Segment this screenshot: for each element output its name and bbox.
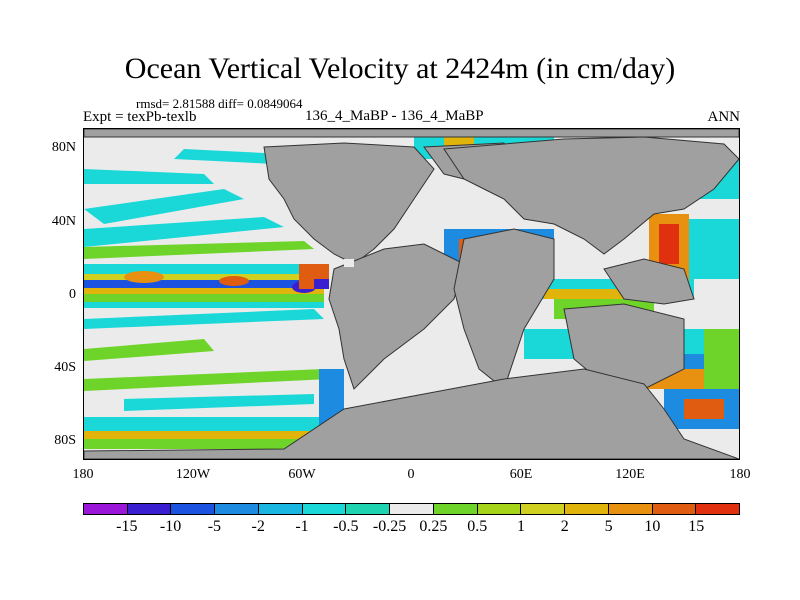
colorbar-tick-label: 2	[560, 518, 569, 535]
colorbar	[83, 503, 740, 515]
season-label: ANN	[707, 109, 741, 125]
lat-label-80s: 80S	[54, 433, 76, 448]
sea-ice-patch	[94, 141, 154, 145]
colorbar-swatch	[565, 504, 609, 514]
lake-patch	[344, 259, 354, 267]
colorbar-swatch	[652, 504, 697, 514]
colorbar-swatch	[258, 504, 303, 514]
colorbar-tick-label: -5	[207, 518, 222, 535]
colorbar-tick-label: 0.5	[467, 518, 488, 535]
experiment-label: Expt = texPb-texlb	[83, 109, 197, 125]
stats-text: rmsd= 2.81588 diff= 0.0849064	[136, 96, 303, 111]
lat-label-0: 0	[69, 287, 76, 302]
colorbar-swatch	[521, 504, 566, 514]
colorbar-tick-label: -2	[251, 518, 265, 535]
lon-label-180e: 180	[729, 467, 751, 482]
colorbar-tick-label: -15	[116, 518, 138, 535]
colorbar-swatch	[696, 504, 740, 514]
map-frame	[83, 128, 740, 460]
colorbar-tick-label: 10	[644, 518, 661, 535]
lon-label-180w: 180	[72, 467, 94, 482]
colorbar-swatch	[302, 504, 347, 514]
lon-label-60e: 60E	[509, 467, 533, 482]
lon-label-0: 0	[407, 467, 415, 482]
colorbar-swatch	[433, 504, 478, 514]
lon-label-60w: 60W	[288, 467, 316, 482]
landmasses	[84, 129, 739, 459]
lon-label-120e: 120E	[615, 467, 645, 482]
colorbar-swatch	[171, 504, 216, 514]
colorbar-swatch	[346, 504, 391, 514]
colorbar-swatch	[127, 504, 172, 514]
colorbar-tick-label: 15	[688, 518, 705, 535]
lat-label-40s: 40S	[54, 360, 76, 375]
colorbar-tick-label: 0.25	[419, 518, 448, 535]
colorbar-swatch	[215, 504, 259, 514]
colorbar-tick-label: -1	[295, 518, 309, 535]
colorbar-swatch	[390, 504, 434, 514]
run-label: 136_4_MaBP - 136_4_MaBP	[305, 108, 484, 124]
map-plot	[84, 129, 739, 459]
colorbar-tick-label: 1	[517, 518, 525, 535]
chart-title: Ocean Vertical Velocity at 2424m (in cm/…	[124, 52, 676, 85]
colorbar-swatch	[84, 504, 128, 514]
lat-label-80n: 80N	[51, 140, 76, 155]
colorbar-tick-label: 5	[604, 518, 613, 535]
colorbar-tick-label: -0.5	[333, 518, 359, 535]
colorbar-swatch	[477, 504, 522, 514]
lon-label-120w: 120W	[175, 467, 211, 482]
colorbar-swatch	[608, 504, 653, 514]
lat-label-40n: 40N	[51, 214, 76, 229]
colorbar-tick-label: -0.25	[372, 518, 407, 535]
colorbar-tick-label: -10	[159, 518, 182, 535]
